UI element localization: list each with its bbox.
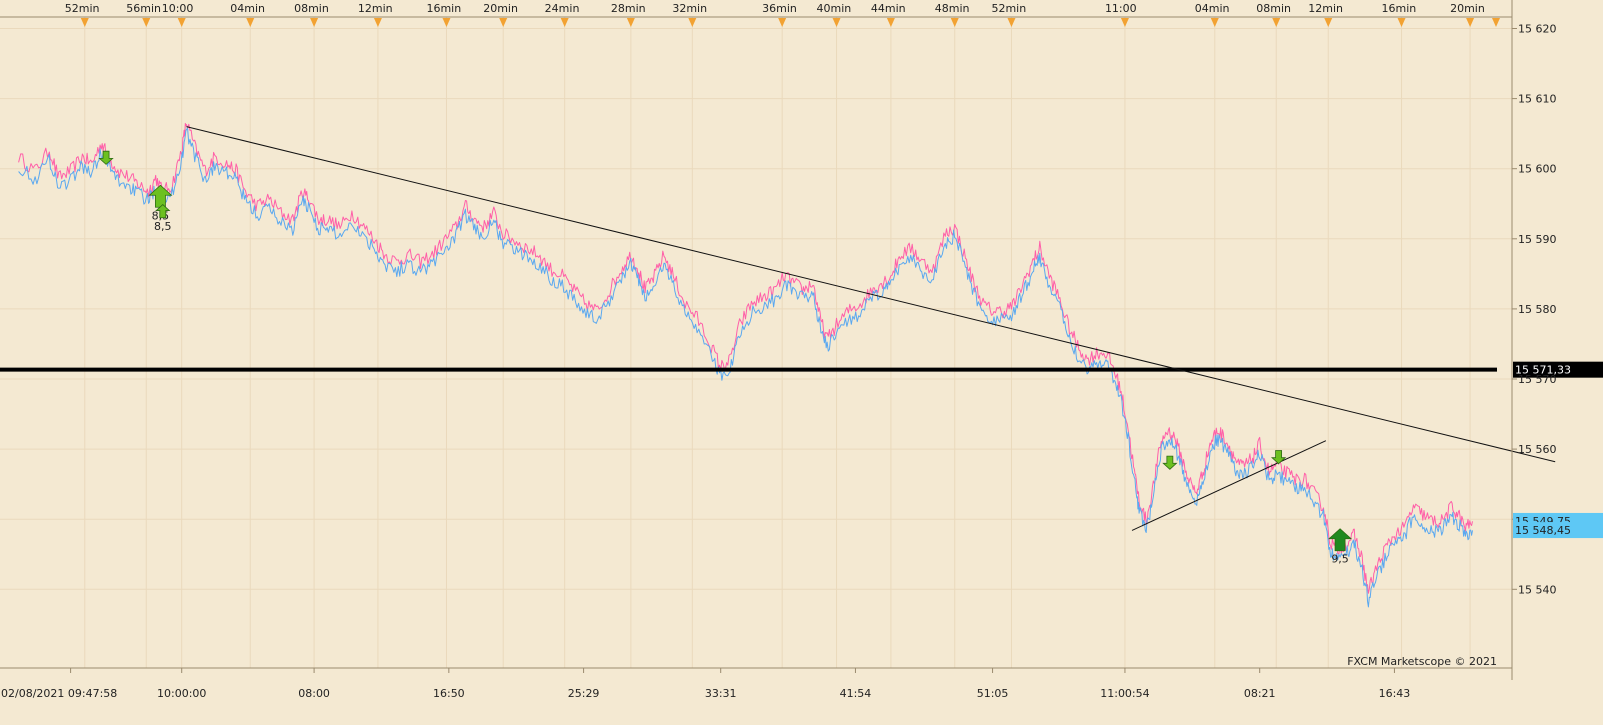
bid-series-line bbox=[18, 122, 1473, 594]
top-tick-label: 16min bbox=[1382, 2, 1417, 15]
top-tick-marker bbox=[560, 18, 569, 27]
top-tick-marker bbox=[442, 18, 451, 27]
top-tick-marker bbox=[688, 18, 697, 27]
trend-lines[interactable] bbox=[186, 126, 1556, 531]
sell-arrow-icon[interactable] bbox=[98, 150, 114, 165]
top-tick-label: 48min bbox=[935, 2, 970, 15]
top-tick-label: 12min bbox=[358, 2, 393, 15]
ask-series-line bbox=[18, 127, 1473, 608]
price-tick-label: 15 590 bbox=[1518, 233, 1557, 246]
top-tick-marker bbox=[778, 18, 787, 27]
price-series bbox=[18, 122, 1473, 608]
price-tick-label: 15 620 bbox=[1518, 23, 1557, 36]
bottom-tick-label: 41:54 bbox=[840, 687, 872, 700]
top-tick-marker bbox=[1007, 18, 1016, 27]
uptrend-line[interactable] bbox=[1131, 440, 1327, 531]
top-tick-label: 52min bbox=[991, 2, 1026, 15]
top-tick-label: 12min bbox=[1308, 2, 1343, 15]
top-tick-marker bbox=[177, 18, 186, 27]
top-tick-marker bbox=[626, 18, 635, 27]
top-time-axis: 52min 56min 10:00 04min 08min 12min 16min 20min… bbox=[0, 2, 1512, 27]
top-tick-marker bbox=[310, 18, 319, 27]
bottom-tick-label: 02/08/2021 09:47:58 bbox=[1, 687, 117, 700]
price-tick-label: 15 560 bbox=[1518, 443, 1557, 456]
bottom-tick-label: 11:00:54 bbox=[1100, 687, 1149, 700]
top-tick-label: 20min bbox=[1450, 2, 1485, 15]
top-tick-label: 44min bbox=[871, 2, 906, 15]
bottom-tick-label: 33:31 bbox=[705, 687, 737, 700]
grid-lines bbox=[0, 17, 1512, 668]
plot-area bbox=[0, 17, 1512, 668]
ask-price-value: 15 548,45 bbox=[1515, 524, 1571, 537]
top-tick-marker bbox=[499, 18, 508, 27]
bottom-tick-label: 08:21 bbox=[1244, 687, 1276, 700]
buy-arrow-icon[interactable] bbox=[1328, 528, 1353, 552]
top-tick-marker bbox=[886, 18, 895, 27]
top-tick-marker bbox=[1324, 18, 1333, 27]
top-tick-label: 11:00 bbox=[1105, 2, 1137, 15]
top-tick-label: 10:00 bbox=[162, 2, 194, 15]
top-tick-marker bbox=[373, 18, 382, 27]
bottom-tick-label: 10:00:00 bbox=[157, 687, 206, 700]
bottom-tick-label: 51:05 bbox=[977, 687, 1009, 700]
top-tick-label: 40min bbox=[817, 2, 852, 15]
trade-marker-label: 9,5 bbox=[1331, 553, 1349, 566]
top-tick-marker bbox=[246, 18, 255, 27]
price-tick-label: 15 580 bbox=[1518, 303, 1557, 316]
watermark: FXCM Marketscope © 2021 bbox=[1347, 655, 1497, 668]
bottom-tick-label: 16:50 bbox=[433, 687, 465, 700]
top-tick-label: 56min bbox=[126, 2, 161, 15]
top-tick-label: 24min bbox=[545, 2, 580, 15]
top-tick-marker bbox=[1272, 18, 1281, 27]
price-tick-label: 15 540 bbox=[1518, 583, 1557, 596]
sell-arrow-icon[interactable] bbox=[1162, 455, 1178, 470]
price-tick-label: 15 570 bbox=[1518, 373, 1557, 386]
top-tick-label: 04min bbox=[1195, 2, 1230, 15]
trade-markers[interactable]: 8,58,59,5 bbox=[98, 150, 1353, 566]
bottom-tick-label: 08:00 bbox=[298, 687, 330, 700]
top-tick-marker bbox=[832, 18, 841, 27]
top-tick-marker bbox=[1397, 18, 1406, 27]
top-tick-marker bbox=[1492, 18, 1500, 27]
bottom-tick-label: 16:43 bbox=[1379, 687, 1411, 700]
downtrend-line[interactable] bbox=[186, 126, 1556, 463]
top-tick-marker bbox=[1120, 18, 1129, 27]
top-tick-marker bbox=[142, 18, 151, 27]
top-tick-label: 52min bbox=[65, 2, 100, 15]
top-tick-label: 16min bbox=[426, 2, 461, 15]
top-tick-label: 20min bbox=[483, 2, 518, 15]
top-tick-label: 36min bbox=[762, 2, 797, 15]
top-tick-label: 32min bbox=[672, 2, 707, 15]
top-tick-label: 08min bbox=[1256, 2, 1291, 15]
top-tick-label: 28min bbox=[611, 2, 646, 15]
bottom-time-axis: 02/08/2021 09:47:58 10:00:00 08:00 16:50 25:… bbox=[0, 667, 1512, 700]
top-tick-label: 08min bbox=[294, 2, 329, 15]
top-tick-marker bbox=[80, 18, 89, 27]
horizontal-level[interactable]: 15 571,33 bbox=[0, 361, 1603, 378]
top-tick-marker bbox=[950, 18, 959, 27]
bottom-tick-label: 25:29 bbox=[568, 687, 600, 700]
current-price-tag bbox=[1513, 522, 1603, 539]
buy-arrow-icon[interactable] bbox=[155, 204, 171, 219]
sell-arrow-icon[interactable] bbox=[1270, 450, 1287, 465]
price-tick-label: 15 610 bbox=[1518, 93, 1557, 106]
price-tick-label: 15 600 bbox=[1518, 163, 1557, 176]
horizontal-level-value: 15 571,33 bbox=[1515, 364, 1571, 377]
top-tick-label: 04min bbox=[230, 2, 265, 15]
trade-marker-label: 8,5 bbox=[154, 220, 172, 233]
top-tick-marker bbox=[1466, 18, 1475, 27]
horizontal-level-tag bbox=[1513, 361, 1603, 378]
top-tick-marker bbox=[1210, 18, 1219, 27]
